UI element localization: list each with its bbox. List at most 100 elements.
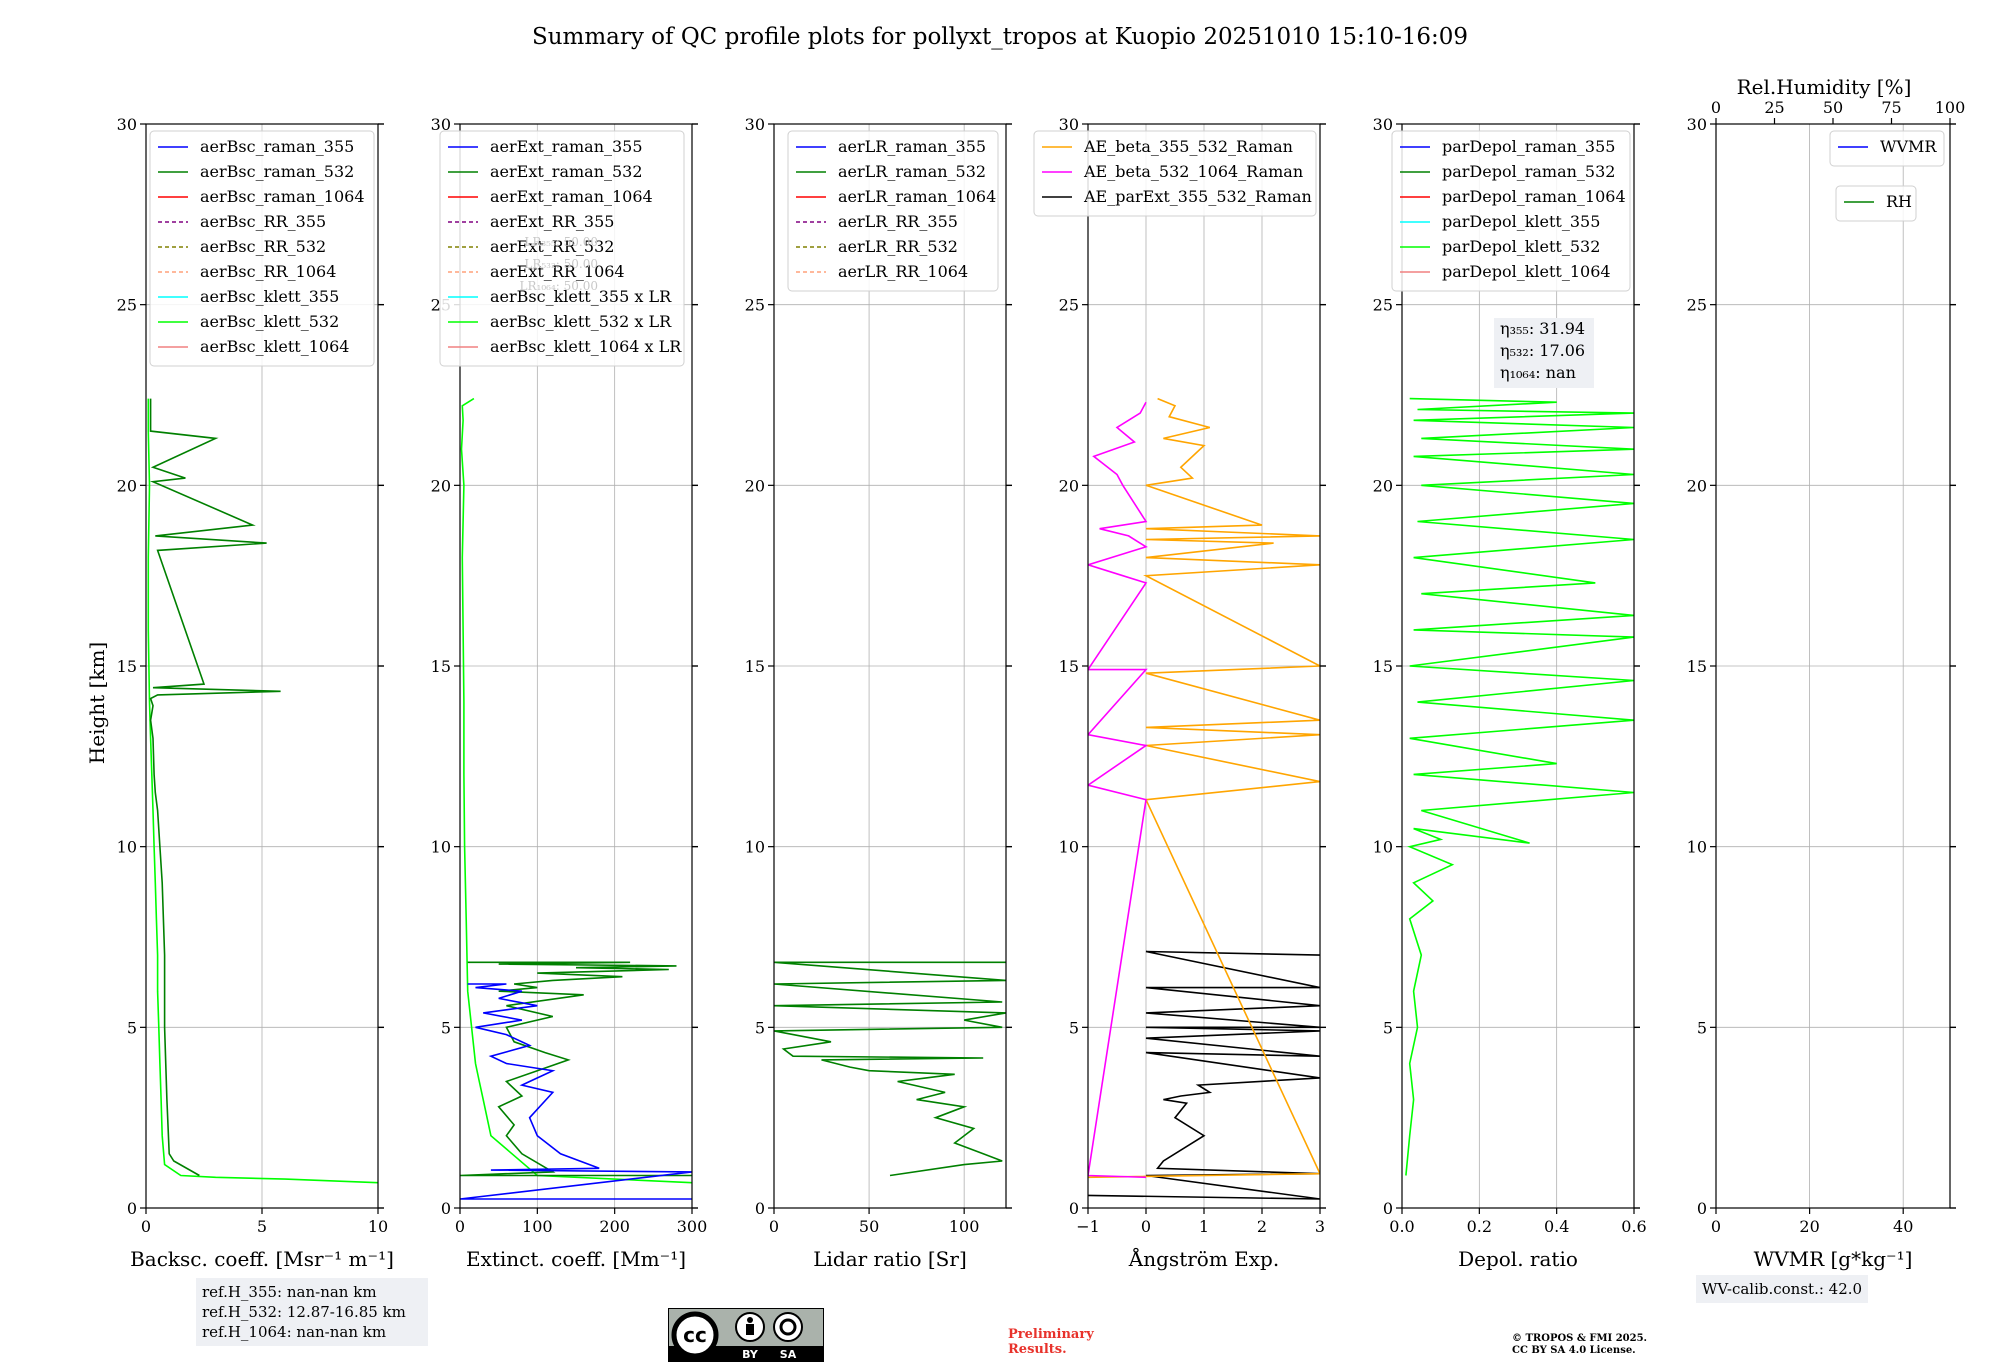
annotation-line: LR₅₃₂: 50.00 bbox=[524, 257, 598, 271]
copyright-note: © TROPOS & FMI 2025. CC BY SA 4.0 Licens… bbox=[1512, 1333, 1647, 1357]
y-tick-label: 0 bbox=[755, 1199, 765, 1218]
y-tick-label: 30 bbox=[431, 115, 451, 134]
wv-calib-box: WV-calib.const.: 42.0 bbox=[1696, 1275, 1869, 1303]
x-axis-label: Depol. ratio bbox=[1458, 1247, 1578, 1271]
annotation-line: η₅₃₂: 17.06 bbox=[1500, 341, 1585, 360]
y-tick-label: 10 bbox=[431, 838, 451, 857]
ref-height-532: ref.H_532: 12.87-16.85 km bbox=[202, 1303, 406, 1321]
top-x-tick-label: 0 bbox=[1711, 98, 1721, 117]
legend-entry: aerBsc_RR_1064 bbox=[200, 262, 336, 281]
legend-entry: parDepol_klett_532 bbox=[1442, 237, 1600, 256]
ref-height-1064: ref.H_1064: nan-nan km bbox=[202, 1323, 387, 1341]
legend-entry: aerBsc_RR_532 bbox=[200, 237, 326, 256]
series-aerBsc_klett_532 bbox=[147, 398, 378, 1184]
legend-depol: parDepol_raman_355 parDepol_raman_532 parD… bbox=[1391, 130, 1631, 292]
series-AE_beta_532_1064_Raman bbox=[1088, 401, 1149, 1179]
y-tick-label: 25 bbox=[745, 296, 765, 315]
y-tick-label: 10 bbox=[1373, 838, 1393, 857]
x-tick-label: 0.0 bbox=[1389, 1217, 1414, 1236]
y-tick-label: 30 bbox=[1059, 115, 1079, 134]
preliminary-note: Preliminary Results. bbox=[1008, 1327, 1094, 1357]
top-x-tick-label: 75 bbox=[1881, 98, 1901, 117]
x-tick-label: 0 bbox=[1141, 1217, 1151, 1236]
y-tick-label: 25 bbox=[1687, 296, 1707, 315]
legend-entry: aerExt_RR_1064 bbox=[490, 262, 625, 281]
legend-entry: parDepol_raman_355 bbox=[1442, 137, 1615, 156]
legend-entry: WVMR bbox=[1880, 137, 1937, 156]
y-tick-label: 5 bbox=[755, 1018, 765, 1037]
x-axis-label: Extinct. coeff. [Mm⁻¹] bbox=[466, 1247, 686, 1271]
x-tick-label: 0 bbox=[455, 1217, 465, 1236]
sa-icon bbox=[773, 1312, 803, 1342]
legend-entry: aerLR_raman_355 bbox=[838, 137, 986, 156]
legend-entry: aerLR_RR_355 bbox=[838, 212, 958, 231]
series-aerExt_raman_355 bbox=[460, 983, 692, 1200]
panel-backscatter: 0 5 10 0 5 10 15 20 25 30 Backsc. coeff. [Msr⁻¹ m⁻… bbox=[117, 115, 394, 1271]
y-tick-label: 0 bbox=[1383, 1199, 1393, 1218]
legend-entry: AE_parExt_355_532_Raman bbox=[1083, 187, 1312, 206]
series-aerLR_raman_532 bbox=[774, 961, 1006, 1177]
y-tick-label: 20 bbox=[1373, 476, 1393, 495]
top-x-tick-label: 50 bbox=[1823, 98, 1843, 117]
legend-extinction: aerExt_raman_355 aerExt_raman_532 aerExt_r… bbox=[439, 130, 685, 367]
x-tick-label: 0.2 bbox=[1467, 1217, 1492, 1236]
y-tick-label: 30 bbox=[117, 115, 137, 134]
series-group bbox=[1088, 397, 1320, 1200]
legend-rh: RH bbox=[1835, 185, 1917, 222]
legend-entry: aerLR_raman_532 bbox=[838, 162, 986, 181]
y-tick-label: 0 bbox=[441, 1199, 451, 1218]
y-tick-label: 15 bbox=[1059, 657, 1079, 676]
legend-entry: aerBsc_RR_355 bbox=[200, 212, 326, 231]
legend-entry: aerExt_raman_355 bbox=[490, 137, 643, 156]
x-tick-label: 10 bbox=[368, 1217, 388, 1236]
annotation-line: LR₃₅₅: 50.00 bbox=[524, 235, 598, 249]
x-tick-label: 100 bbox=[949, 1217, 980, 1236]
legend-wvmr_rh: WVMR bbox=[1829, 130, 1945, 167]
legend-entry: aerLR_RR_1064 bbox=[838, 262, 968, 281]
y-tick-label: 15 bbox=[117, 657, 137, 676]
x-tick-label: 0.4 bbox=[1544, 1217, 1569, 1236]
y-tick-label: 15 bbox=[431, 657, 451, 676]
y-tick-label: 30 bbox=[1373, 115, 1393, 134]
y-tick-label: 10 bbox=[745, 838, 765, 857]
legend-entry: aerExt_raman_532 bbox=[490, 162, 643, 181]
y-tick-label: 20 bbox=[117, 476, 137, 495]
x-tick-label: 0 bbox=[1711, 1217, 1721, 1236]
annotation-line: η₁₀₆₄: nan bbox=[1500, 363, 1576, 382]
cc-by-text: BY bbox=[742, 1348, 759, 1361]
x-tick-label: 1 bbox=[1199, 1217, 1209, 1236]
x-tick-label: 0 bbox=[769, 1217, 779, 1236]
annotation-extinction: LR₃₅₅: 50.00 LR₅₃₂: 50.00 LR₁₀₆₄: 50.00 bbox=[520, 235, 598, 293]
y-tick-label: 20 bbox=[1059, 476, 1079, 495]
x-tick-label: 0 bbox=[141, 1217, 151, 1236]
x-axis-label: WVMR [g*kg⁻¹] bbox=[1754, 1247, 1913, 1271]
rh-axis-title: Rel.Humidity [%] bbox=[1737, 75, 1912, 99]
y-tick-label: 0 bbox=[1069, 1199, 1079, 1218]
annotation-line: η₃₅₅: 31.94 bbox=[1500, 319, 1585, 338]
legend-entry: aerExt_raman_1064 bbox=[490, 187, 653, 206]
ref-height-355: ref.H_355: nan-nan km bbox=[202, 1283, 377, 1301]
series-group bbox=[1405, 397, 1634, 1176]
y-tick-label: 25 bbox=[1373, 296, 1393, 315]
figure-title: Summary of QC profile plots for pollyxt_… bbox=[532, 24, 1468, 50]
x-tick-label: 200 bbox=[599, 1217, 630, 1236]
x-tick-label: −1 bbox=[1076, 1217, 1100, 1236]
x-tick-label: 50 bbox=[859, 1217, 879, 1236]
legend-entry: RH bbox=[1886, 192, 1912, 211]
y-tick-label: 10 bbox=[1059, 838, 1079, 857]
legend-entry: AE_beta_532_1064_Raman bbox=[1083, 162, 1303, 181]
legend-entry: aerBsc_klett_532 x LR bbox=[490, 312, 672, 331]
top-x-tick-label: 100 bbox=[1935, 98, 1966, 117]
y-tick-label: 20 bbox=[1687, 476, 1707, 495]
annotation-line: LR₁₀₆₄: 50.00 bbox=[520, 279, 598, 293]
legend-backscatter: aerBsc_raman_355 aerBsc_raman_532 aerBsc_r… bbox=[149, 130, 375, 367]
x-axis-label: Lidar ratio [Sr] bbox=[813, 1247, 967, 1271]
x-tick-label: 40 bbox=[1893, 1217, 1913, 1236]
y-tick-label: 15 bbox=[745, 657, 765, 676]
legend-entry: aerLR_RR_532 bbox=[838, 237, 958, 256]
legend-entry: aerBsc_klett_1064 x LR bbox=[490, 337, 682, 356]
legend-angstrom: AE_beta_355_532_Raman AE_beta_532_1064_Ra… bbox=[1033, 130, 1317, 217]
